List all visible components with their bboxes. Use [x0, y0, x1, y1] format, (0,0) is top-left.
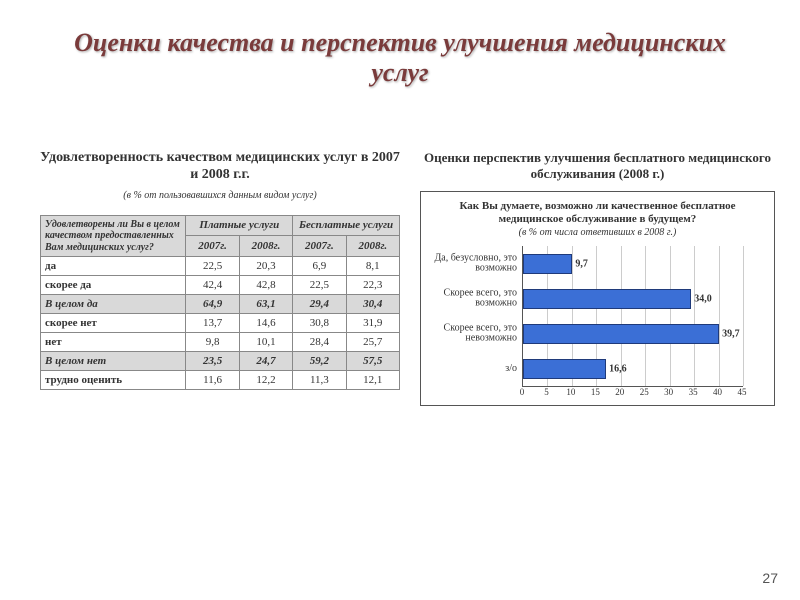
table-cell: 11,6: [186, 371, 239, 390]
table-cell: 8,1: [346, 257, 399, 276]
chart-x-tick: 0: [520, 387, 525, 397]
table-cell: 59,2: [293, 352, 346, 371]
chart-plot: Да, безусловно, это возможно9,7 Скорее вс…: [522, 246, 743, 387]
chart-x-tick: 25: [640, 387, 649, 397]
chart-y-label: Скорее всего, это невозможно: [422, 323, 523, 344]
table-cell: 6,9: [293, 257, 346, 276]
table-head: Удовлетворены ли Вы в целом качеством пр…: [41, 215, 400, 257]
chart-bar-row: Да, безусловно, это возможно9,7: [523, 252, 743, 277]
table-cell: 29,4: [293, 295, 346, 314]
right-panel: Оценки перспектив улучшения бесплатного …: [420, 150, 775, 406]
table-cell: 11,3: [293, 371, 346, 390]
chart-bar-row: Скорее всего, это возможно34,0: [523, 287, 743, 312]
table-cell: 9,8: [186, 333, 239, 352]
left-panel: Удовлетворенность качеством медицинских …: [40, 150, 400, 390]
chart-title: Как Вы думаете, возможно ли качественное…: [427, 200, 768, 225]
table-cell: 64,9: [186, 295, 239, 314]
chart-y-label: Скорее всего, это возможно: [422, 288, 523, 309]
table-row: трудно оценить11,612,211,312,1: [41, 371, 400, 390]
chart-subtitle: (в % от числа ответивших в 2008 г.): [427, 227, 768, 238]
chart-bar-value: 16,6: [609, 363, 627, 374]
table-cell: 24,7: [239, 352, 292, 371]
table-cell: 30,8: [293, 314, 346, 333]
table-cell: 63,1: [239, 295, 292, 314]
satisfaction-table: Удовлетворены ли Вы в целом качеством пр…: [40, 215, 400, 391]
chart-bar-value: 9,7: [575, 258, 588, 269]
chart-bar: 16,6: [523, 359, 606, 380]
chart-x-tick: 30: [664, 387, 673, 397]
table-cell: 57,5: [346, 352, 399, 371]
table-row-label: В целом да: [41, 295, 186, 314]
table-row-label: скорее да: [41, 276, 186, 295]
chart-plot-wrap: Да, безусловно, это возможно9,7 Скорее вс…: [522, 246, 768, 401]
chart-x-tick: 40: [713, 387, 722, 397]
table-cell: 30,4: [346, 295, 399, 314]
chart-bar: 9,7: [523, 254, 572, 275]
chart-bar: 34,0: [523, 289, 691, 310]
table-cell: 20,3: [239, 257, 292, 276]
chart-x-axis: 051015202530354045: [522, 387, 742, 401]
chart-y-label: з/о: [422, 364, 523, 375]
page-number: 27: [762, 570, 778, 586]
table-row-label: да: [41, 257, 186, 276]
chart-y-label: Да, безусловно, это возможно: [422, 253, 523, 274]
chart-x-tick: 5: [544, 387, 549, 397]
table-cell: 22,3: [346, 276, 399, 295]
table-year-header: 2007г.: [186, 236, 239, 257]
table-cell: 25,7: [346, 333, 399, 352]
table-row-label: скорее нет: [41, 314, 186, 333]
chart-x-tick: 35: [689, 387, 698, 397]
chart-x-tick: 15: [591, 387, 600, 397]
table-cell: 28,4: [293, 333, 346, 352]
table-row-label: трудно оценить: [41, 371, 186, 390]
table-question-header: Удовлетворены ли Вы в целом качеством пр…: [41, 215, 186, 257]
table-cell: 12,2: [239, 371, 292, 390]
right-subtitle: Оценки перспектив улучшения бесплатного …: [420, 150, 775, 181]
page-title: Оценки качества и перспектив улучшения м…: [0, 0, 800, 88]
chart-bar-value: 34,0: [694, 293, 712, 304]
table-cell: 42,4: [186, 276, 239, 295]
left-note: (в % от пользовавшихся данным видом услу…: [40, 190, 400, 201]
chart-bar: 39,7: [523, 324, 719, 345]
chart-bar-value: 39,7: [722, 328, 740, 339]
table-row: скорее да42,442,822,522,3: [41, 276, 400, 295]
table-cell: 22,5: [293, 276, 346, 295]
table-cell: 22,5: [186, 257, 239, 276]
table-row-label: В целом нет: [41, 352, 186, 371]
table-cell: 10,1: [239, 333, 292, 352]
table-year-header: 2008г.: [346, 236, 399, 257]
table-row: да22,520,36,98,1: [41, 257, 400, 276]
left-subtitle: Удовлетворенность качеством медицинских …: [40, 150, 400, 184]
chart-x-tick: 45: [738, 387, 747, 397]
table-cell: 13,7: [186, 314, 239, 333]
table-group-header: Бесплатные услуги: [293, 215, 400, 236]
table-row: нет9,810,128,425,7: [41, 333, 400, 352]
chart-x-tick: 20: [615, 387, 624, 397]
chart-bar-row: Скорее всего, это невозможно39,7: [523, 322, 743, 347]
chart-bar-row: з/о16,6: [523, 357, 743, 382]
table-row: В целом нет23,524,759,257,5: [41, 352, 400, 371]
table-body: да22,520,36,98,1скорее да42,442,822,522,…: [41, 257, 400, 390]
table-cell: 42,8: [239, 276, 292, 295]
table-year-header: 2008г.: [239, 236, 292, 257]
table-group-header: Платные услуги: [186, 215, 293, 236]
table-row-label: нет: [41, 333, 186, 352]
table-cell: 23,5: [186, 352, 239, 371]
table-cell: 14,6: [239, 314, 292, 333]
chart-x-tick: 10: [566, 387, 575, 397]
table-row: В целом да64,963,129,430,4: [41, 295, 400, 314]
chart-container: Как Вы думаете, возможно ли качественное…: [420, 191, 775, 406]
table-cell: 12,1: [346, 371, 399, 390]
table-year-header: 2007г.: [293, 236, 346, 257]
chart-gridline: [743, 246, 744, 386]
table-cell: 31,9: [346, 314, 399, 333]
table-row: скорее нет13,714,630,831,9: [41, 314, 400, 333]
